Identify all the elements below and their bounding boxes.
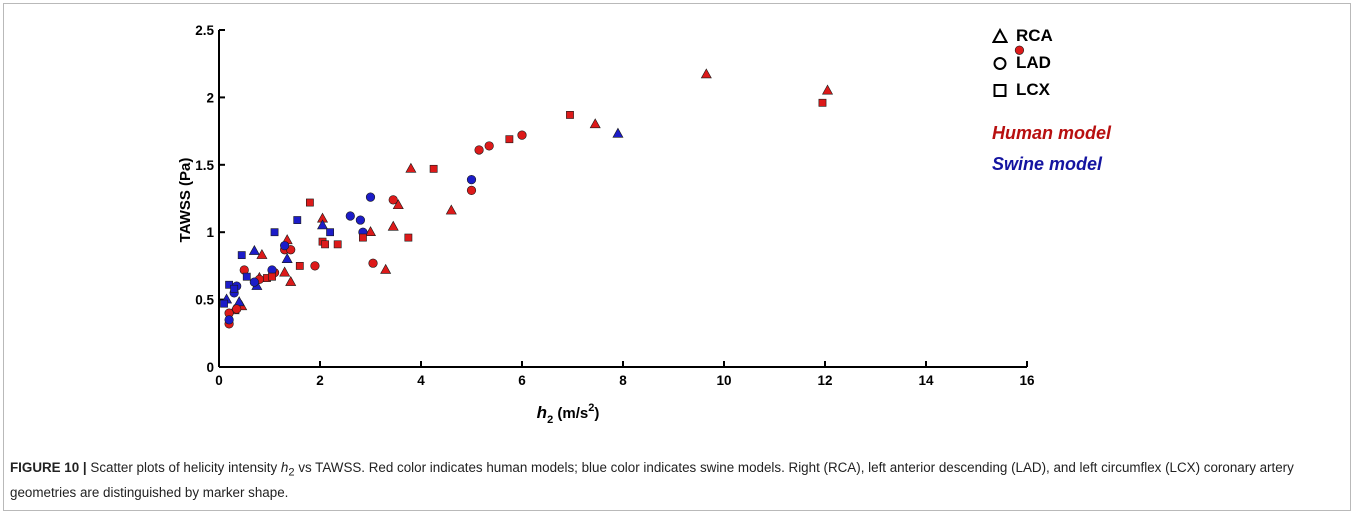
swine-rca-point [317,219,329,230]
x-axis-label-close: ) [594,405,599,422]
swine-lad-point [280,241,290,251]
y-axis-label: TAWSS (Pa) [177,158,194,243]
human-rca-point [589,118,601,129]
human-rca-point [285,275,297,286]
swine-rca-point [281,253,293,263]
swine-lcx-point [326,228,334,237]
human-lcx-point [818,98,827,107]
human-rca-point [387,220,399,231]
y-tick-label: 2.5 [195,23,214,38]
x-tick-label: 16 [1019,373,1035,388]
swine-lcx-point [225,280,233,289]
x-tick-label: 14 [918,373,934,388]
swine-rca-point [612,127,624,138]
circle-icon [993,56,1007,70]
swine-lad-point [345,211,355,221]
human-lcx-point [566,111,574,119]
human-lcx-point [404,233,413,242]
swine-lad-point [466,175,477,185]
swine-lcx-point [242,272,251,281]
swine-lcx-point [270,228,279,237]
legend-item-rca: RCA [992,22,1053,49]
triangle-icon [992,27,1008,43]
swine-lcx-point [230,284,239,293]
human-rca-point [700,68,712,79]
figure-caption: FIGURE 10 | Scatter plots of helicity in… [10,458,1340,502]
x-tick-label: 0 [215,373,223,388]
caption-text-2: vs TAWSS. Red color indicates human mode… [10,460,1294,500]
x-tick-label: 2 [316,373,324,388]
human-lad-point [484,141,494,151]
y-tick-label: 1 [206,225,214,240]
human-lcx-point [295,261,304,270]
legend-item-lcx: LCX [992,76,1053,103]
legend-item-lad: LAD [992,49,1053,76]
swine-lad-point [224,315,234,325]
human-lad-point [1014,45,1025,55]
caption-text-1: Scatter plots of helicity intensity [86,460,281,475]
legend-label-lcx: LCX [1016,79,1050,99]
swine-lad-point [249,277,259,287]
swine-rca-point [233,296,245,307]
human-lad-point [466,185,477,196]
human-rca-point [405,162,417,173]
marker-legend: RCA LAD LCX [992,22,1053,103]
swine-lad-point [355,215,366,225]
human-rca-point [445,204,457,215]
x-axis-label: h2 (m/s2) [537,402,600,426]
square-icon [993,83,1007,97]
human-rca-point [380,263,392,274]
swine-lad-point [365,192,376,202]
x-tick-label: 8 [619,373,627,388]
human-lcx-point [429,164,438,173]
human-rca-point [822,84,834,95]
x-axis-label-units: (m/s [553,405,588,422]
human-lad-point [310,261,320,271]
swine-rca-point [248,244,260,255]
x-tick-label: 12 [817,373,832,388]
human-lcx-point [505,135,514,144]
human-lad-point [388,195,398,205]
caption-sub: 2 [288,466,295,479]
x-tick-label: 6 [518,373,526,388]
legend-human-model: Human model [992,123,1112,143]
human-lad-point [232,304,242,314]
human-lcx-point [305,198,314,207]
swine-lcx-point [237,251,246,260]
swine-lcx-point [220,299,228,308]
human-lad-point [368,258,378,268]
caption-label: FIGURE 10 | [10,460,87,475]
legend-swine-model: Swine model [992,154,1103,174]
swine-lcx-point [293,216,302,224]
x-tick-label: 4 [417,373,425,388]
caption-h: h [280,460,289,475]
y-tick-label: 1.5 [195,158,214,173]
human-lcx-point [359,233,367,242]
figure-frame [3,3,1351,511]
human-lcx-point [268,272,276,281]
human-rca-point [364,226,377,236]
legend-label-rca: RCA [1016,25,1053,45]
x-tick-label: 10 [716,373,731,388]
y-tick-label: 0.5 [195,293,214,308]
x-axis-label-sup: 2 [588,402,594,414]
y-tick-label: 2 [206,90,214,105]
human-lad-point [517,130,527,140]
human-lcx-point [321,240,329,249]
x-axis-label-sub: 2 [547,414,553,426]
human-lad-point [474,145,484,155]
data-points [220,45,1025,329]
axes: 0 2 4 6 8 10 12 14 16 0 0.5 1 1.5 2 2.5 [195,23,1035,388]
human-rca-point [392,199,404,210]
y-tick-label: 0 [206,360,214,375]
human-rca-point [279,266,291,277]
legend-label-lad: LAD [1016,52,1051,72]
human-lcx-point [333,240,342,249]
x-axis-label-h: h [537,403,547,422]
